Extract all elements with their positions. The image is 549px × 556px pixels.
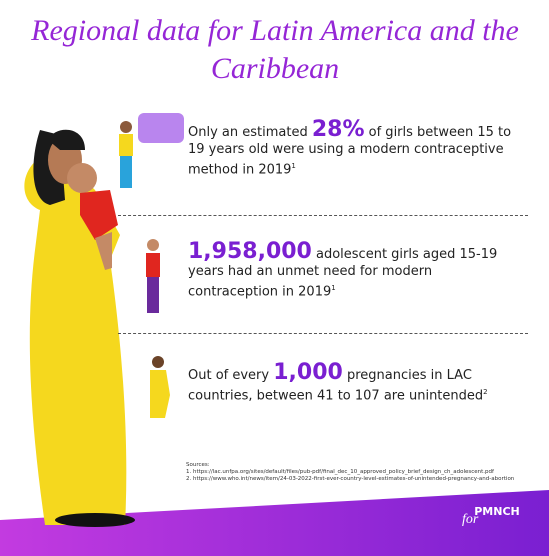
stat-highlight: 1,958,000 (188, 239, 312, 264)
stat-text: Only an estimated (188, 125, 312, 140)
logo-for: for (462, 512, 479, 527)
stat: Out of every 1,000 pregnancies in LAC co… (188, 362, 518, 404)
woman-hair-top (48, 129, 85, 150)
source-item: 2. https://www.who.int/news/item/24-03-2… (186, 476, 515, 482)
source-item: 1. https://lac.unfpa.org/sites/default/f… (186, 469, 494, 475)
woman-shoe (55, 513, 135, 527)
logo: PMNCH for (462, 505, 532, 528)
fig1-head (120, 121, 132, 133)
fig3-dress (150, 370, 170, 418)
stat-text: adolescent girls aged 15-19 years had an… (188, 247, 498, 300)
stat-highlight: 1,000 (273, 360, 343, 385)
footnote-ref: 1 (291, 162, 296, 170)
fig2-shirt (146, 253, 160, 277)
uterus-bubble (138, 113, 184, 143)
stat-text: pregnancies in LAC countries, between 41… (188, 368, 484, 404)
title: Regional data for Latin America and the … (31, 14, 519, 85)
footnote-ref: 1 (331, 284, 336, 292)
fig3-head (152, 356, 164, 368)
stat: 1,958,000 adolescent girls aged 15-19 ye… (188, 241, 518, 300)
stat-text: Out of every (188, 368, 274, 383)
stat: Only an estimated 28% of girls between 1… (188, 119, 518, 178)
divider (118, 333, 528, 334)
fig1-shirt (119, 134, 133, 156)
fig2-pants (147, 277, 159, 313)
sources: Sources: 1. https://lac.unfpa.org/sites/… (186, 462, 514, 483)
baby-leg (95, 232, 112, 270)
stat-highlight: 28% (311, 117, 365, 142)
fig2-head (147, 239, 159, 251)
fig1-pants (120, 156, 132, 188)
divider (118, 215, 528, 216)
footnote-ref: 2 (483, 388, 488, 396)
baby-head (67, 163, 97, 193)
sources-heading: Sources: (186, 462, 210, 468)
logo-name: PMNCH (474, 505, 520, 518)
baby-shirt (80, 190, 118, 240)
bottom-band (0, 490, 549, 556)
stat-text: of girls between 15 to 19 years old were… (188, 125, 512, 178)
